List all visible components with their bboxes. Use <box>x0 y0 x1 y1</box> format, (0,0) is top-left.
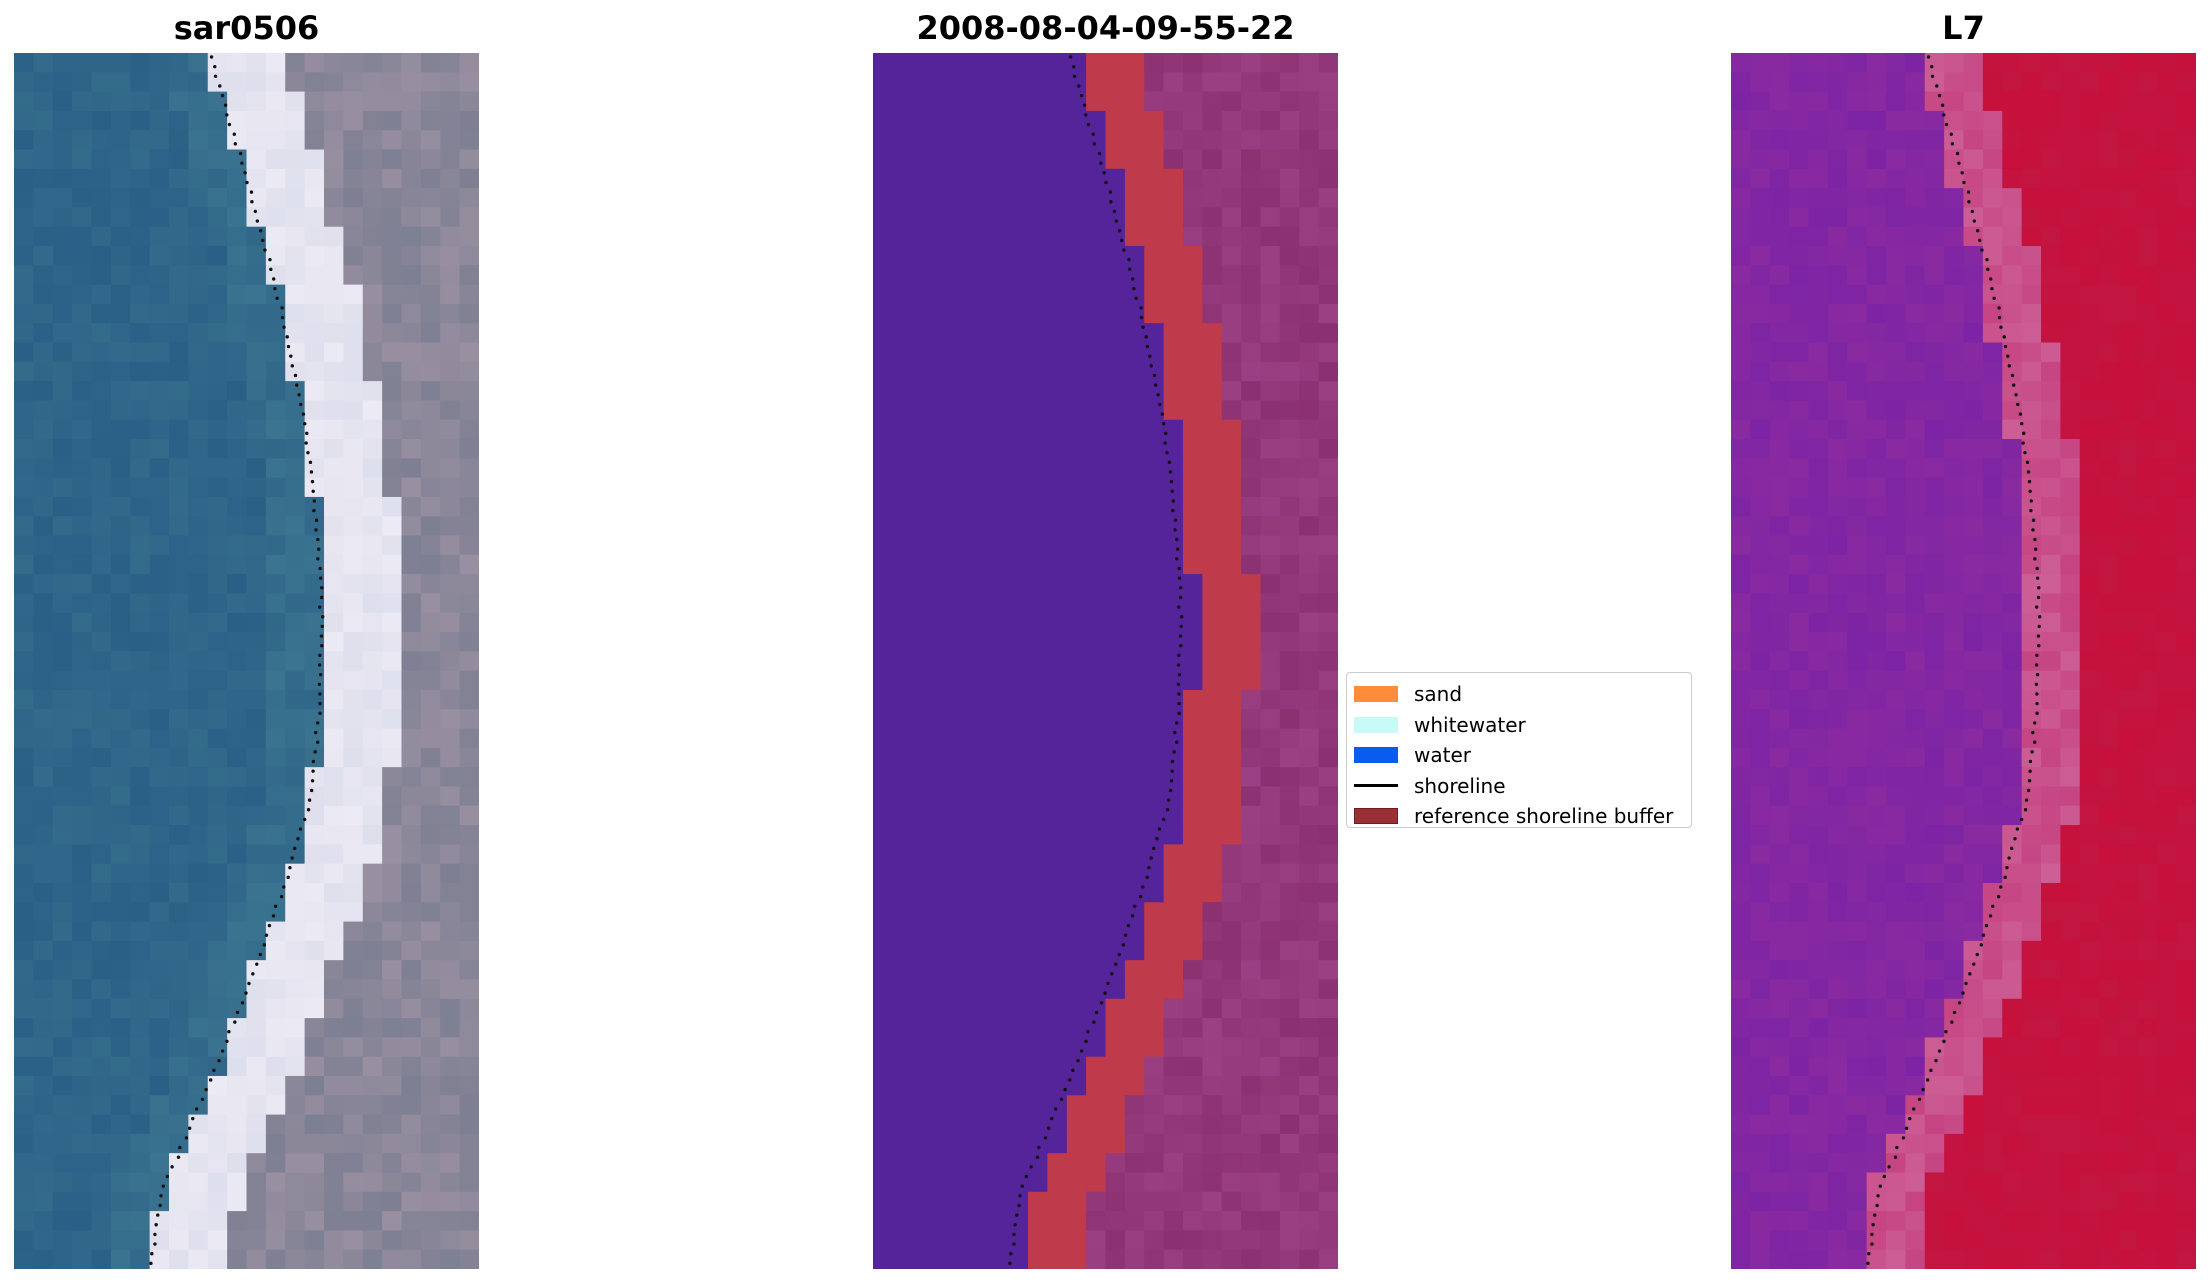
classified-image <box>873 53 1338 1269</box>
legend-label: reference shoreline buffer <box>1414 804 1674 829</box>
rgb-image-panel <box>14 53 479 1269</box>
index-image <box>1731 53 2196 1269</box>
panel-title-classified: 2008-08-04-09-55-22 <box>916 9 1295 47</box>
legend-item-whitewater: whitewater <box>1347 710 1691 741</box>
sand-swatch <box>1354 686 1398 703</box>
shoreline-dots <box>1866 55 2042 1266</box>
buffer-swatch <box>1354 808 1398 825</box>
legend-item-shoreline: shoreline <box>1347 771 1691 802</box>
legend: sand whitewater water shoreline referenc… <box>1346 672 1692 828</box>
rgb-image <box>14 53 479 1269</box>
legend-item-sand: sand <box>1347 679 1691 710</box>
legend-item-water: water <box>1347 740 1691 771</box>
shoreline-line-swatch <box>1354 784 1398 788</box>
legend-item-reference-buffer: reference shoreline buffer <box>1347 801 1691 832</box>
water-swatch <box>1354 747 1398 764</box>
classified-image-panel <box>873 53 1338 1269</box>
legend-label: sand <box>1414 682 1463 707</box>
index-image-panel <box>1731 53 2196 1269</box>
legend-label: water <box>1414 743 1471 768</box>
legend-label: shoreline <box>1414 773 1506 798</box>
legend-label: whitewater <box>1414 712 1526 737</box>
panel-title-index: L7 <box>1942 9 1985 47</box>
panel-title-rgb: sar0506 <box>173 9 320 47</box>
shoreline-dots <box>1008 55 1184 1266</box>
shoreline-dots <box>149 55 325 1266</box>
whitewater-swatch <box>1354 716 1398 733</box>
